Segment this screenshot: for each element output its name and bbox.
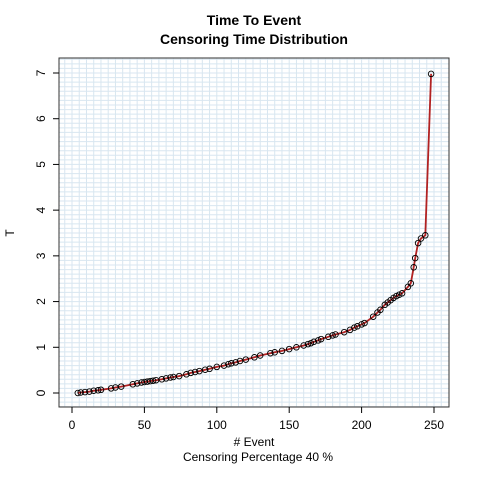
data-point: [206, 365, 213, 373]
data-point: [183, 371, 190, 378]
data-point: [358, 321, 365, 328]
plot-frame: [58, 57, 450, 408]
data-point: [332, 331, 339, 338]
data-point: [242, 356, 250, 363]
data-point: [232, 359, 239, 366]
data-point: [304, 340, 312, 348]
x-tick-label: 250: [424, 418, 444, 432]
data-point: [81, 388, 89, 396]
data-point: [278, 347, 286, 355]
chart-grid: [59, 58, 449, 408]
data-point: [354, 323, 361, 330]
data-point: [133, 380, 141, 387]
data-point: [361, 319, 368, 327]
data-point: [310, 338, 318, 346]
data-point: [293, 344, 300, 351]
data-point: [117, 383, 125, 390]
y-tick-label: 1: [34, 344, 48, 351]
data-point: [414, 239, 422, 247]
data-point: [167, 374, 174, 381]
series-line: [77, 73, 432, 394]
data-point: [201, 366, 209, 373]
data-point: [149, 377, 157, 384]
x-axis-label: # Event: [234, 435, 275, 449]
y-axis: 0 1 2 3 4 5 6 7: [34, 69, 59, 396]
data-point: [285, 345, 293, 353]
data-point: [417, 235, 425, 242]
y-tick-label: 7: [34, 69, 48, 76]
y-tick-label: 6: [34, 115, 48, 122]
data-point: [256, 352, 264, 359]
data-point: [300, 342, 307, 349]
data-point: [351, 324, 358, 331]
series-points: [74, 70, 435, 397]
data-point: [225, 360, 232, 368]
data-point: [427, 70, 435, 78]
data-point: [158, 376, 166, 383]
chart-caption: Censoring Percentage 40 %: [183, 450, 333, 464]
data-point: [86, 388, 93, 395]
data-point: [410, 264, 417, 271]
data-point: [369, 313, 377, 320]
data-point: [90, 387, 97, 394]
x-tick-label: 50: [138, 418, 152, 432]
data-point: [191, 368, 199, 376]
data-point: [236, 357, 244, 365]
data-point: [317, 335, 325, 343]
data-point: [407, 280, 415, 287]
data-point: [220, 362, 228, 369]
y-tick-label: 4: [34, 206, 48, 213]
data-point: [271, 349, 278, 356]
y-tick-label: 0: [34, 389, 48, 396]
data-point: [398, 290, 406, 297]
data-point: [107, 385, 115, 392]
data-point: [340, 328, 348, 336]
x-tick-label: 0: [69, 418, 76, 432]
x-tick-label: 200: [352, 418, 372, 432]
data-point: [196, 367, 203, 375]
data-point: [77, 389, 84, 396]
data-point: [129, 381, 137, 388]
data-point: [422, 232, 429, 239]
data-point: [377, 306, 384, 314]
y-tick-label: 3: [34, 252, 48, 259]
data-point: [213, 363, 221, 371]
data-point: [74, 389, 82, 397]
y-axis-label: T: [3, 229, 17, 237]
y-tick-label: 5: [34, 161, 48, 168]
data-point: [175, 372, 183, 380]
chart-title: Time To Event: [207, 12, 302, 28]
data-point: [314, 337, 322, 344]
data-point: [251, 354, 258, 361]
x-tick-label: 100: [207, 418, 227, 432]
y-tick-label: 2: [34, 298, 48, 305]
data-point: [329, 332, 336, 339]
data-point: [97, 386, 105, 394]
x-tick-label: 150: [279, 418, 299, 432]
x-axis: 0 50 100 150 200 250: [69, 407, 444, 432]
chart-subtitle: Censoring Time Distribution: [160, 31, 348, 47]
data-point: [187, 369, 194, 377]
data-point: [267, 349, 274, 357]
data-point: [325, 333, 332, 341]
data-point: [94, 387, 102, 394]
data-point: [162, 375, 170, 382]
data-point: [411, 254, 419, 262]
data-point: [228, 360, 235, 367]
